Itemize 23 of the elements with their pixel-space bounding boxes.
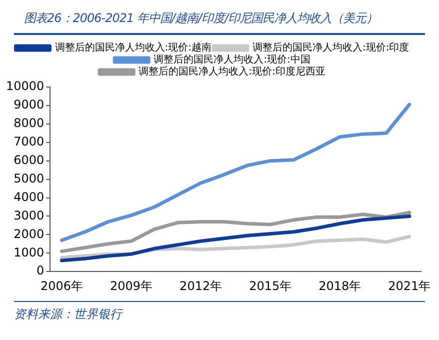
y-tick-label: 7000	[14, 134, 44, 149]
y-tick-label: 4000	[14, 190, 44, 204]
x-tick-label: 2012年	[180, 278, 222, 293]
x-tick-label: 2021年	[388, 278, 431, 293]
y-tick-label: 0	[36, 264, 44, 278]
y-tick-label: 5000	[14, 171, 44, 186]
x-tick-label: 2009年	[110, 278, 153, 293]
text: 资料来源：世界银行	[14, 306, 124, 323]
legend-label: 调整后的国民净人均收入:现价:越南	[54, 42, 212, 54]
legend-label: 调整后的国民净人均收入:现价:中国	[154, 54, 310, 66]
y-tick-label: 3000	[14, 208, 44, 222]
y-tick-label: 6000	[14, 152, 44, 167]
y-tick-label: 8000	[14, 116, 44, 130]
x-tick-label: 2015年	[249, 278, 292, 293]
y-tick-label: 1000	[14, 245, 44, 260]
x-tick-label: 2006年	[40, 278, 84, 293]
y-tick-label: 10000	[6, 79, 44, 94]
y-tick-label: 9000	[14, 98, 44, 112]
legend-label: 调整后的国民净人均收入:现价:印度	[252, 42, 410, 54]
x-tick-label: 2018年	[318, 278, 362, 293]
chart-title: 图表26：2006-2021 年中国/越南/印度/印尼国民净人均收入（美元）	[14, 0, 425, 35]
legend-label: 调整后的国民净人均收入:现价:印度尼西亚	[138, 66, 326, 78]
y-tick-label: 2000	[14, 226, 44, 241]
